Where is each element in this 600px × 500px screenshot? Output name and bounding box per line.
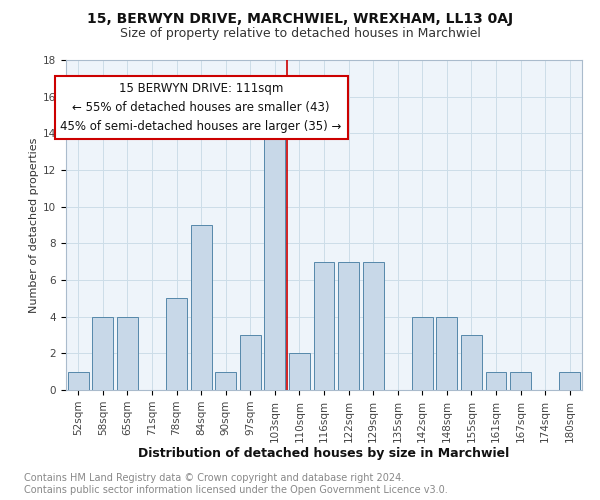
Bar (436, 316, 457, 390)
Bar (265, 134, 286, 390)
Bar (68, 372, 89, 390)
Bar (510, 372, 531, 390)
Bar (191, 225, 212, 390)
Bar (314, 262, 334, 390)
Bar (117, 316, 138, 390)
Bar (461, 335, 482, 390)
Bar (559, 372, 580, 390)
Bar (485, 372, 506, 390)
Bar (92, 316, 113, 390)
Text: Contains HM Land Registry data © Crown copyright and database right 2024.
Contai: Contains HM Land Registry data © Crown c… (24, 474, 448, 495)
Bar (166, 298, 187, 390)
Bar (240, 335, 261, 390)
Text: 15, BERWYN DRIVE, MARCHWIEL, WREXHAM, LL13 0AJ: 15, BERWYN DRIVE, MARCHWIEL, WREXHAM, LL… (87, 12, 513, 26)
Bar (215, 372, 236, 390)
Bar (412, 316, 433, 390)
Text: 15 BERWYN DRIVE: 111sqm
← 55% of detached houses are smaller (43)
45% of semi-de: 15 BERWYN DRIVE: 111sqm ← 55% of detache… (61, 82, 342, 133)
Bar (338, 262, 359, 390)
Y-axis label: Number of detached properties: Number of detached properties (29, 138, 39, 312)
X-axis label: Distribution of detached houses by size in Marchwiel: Distribution of detached houses by size … (139, 448, 509, 460)
Bar (362, 262, 383, 390)
Text: Size of property relative to detached houses in Marchwiel: Size of property relative to detached ho… (119, 28, 481, 40)
Bar (289, 354, 310, 390)
